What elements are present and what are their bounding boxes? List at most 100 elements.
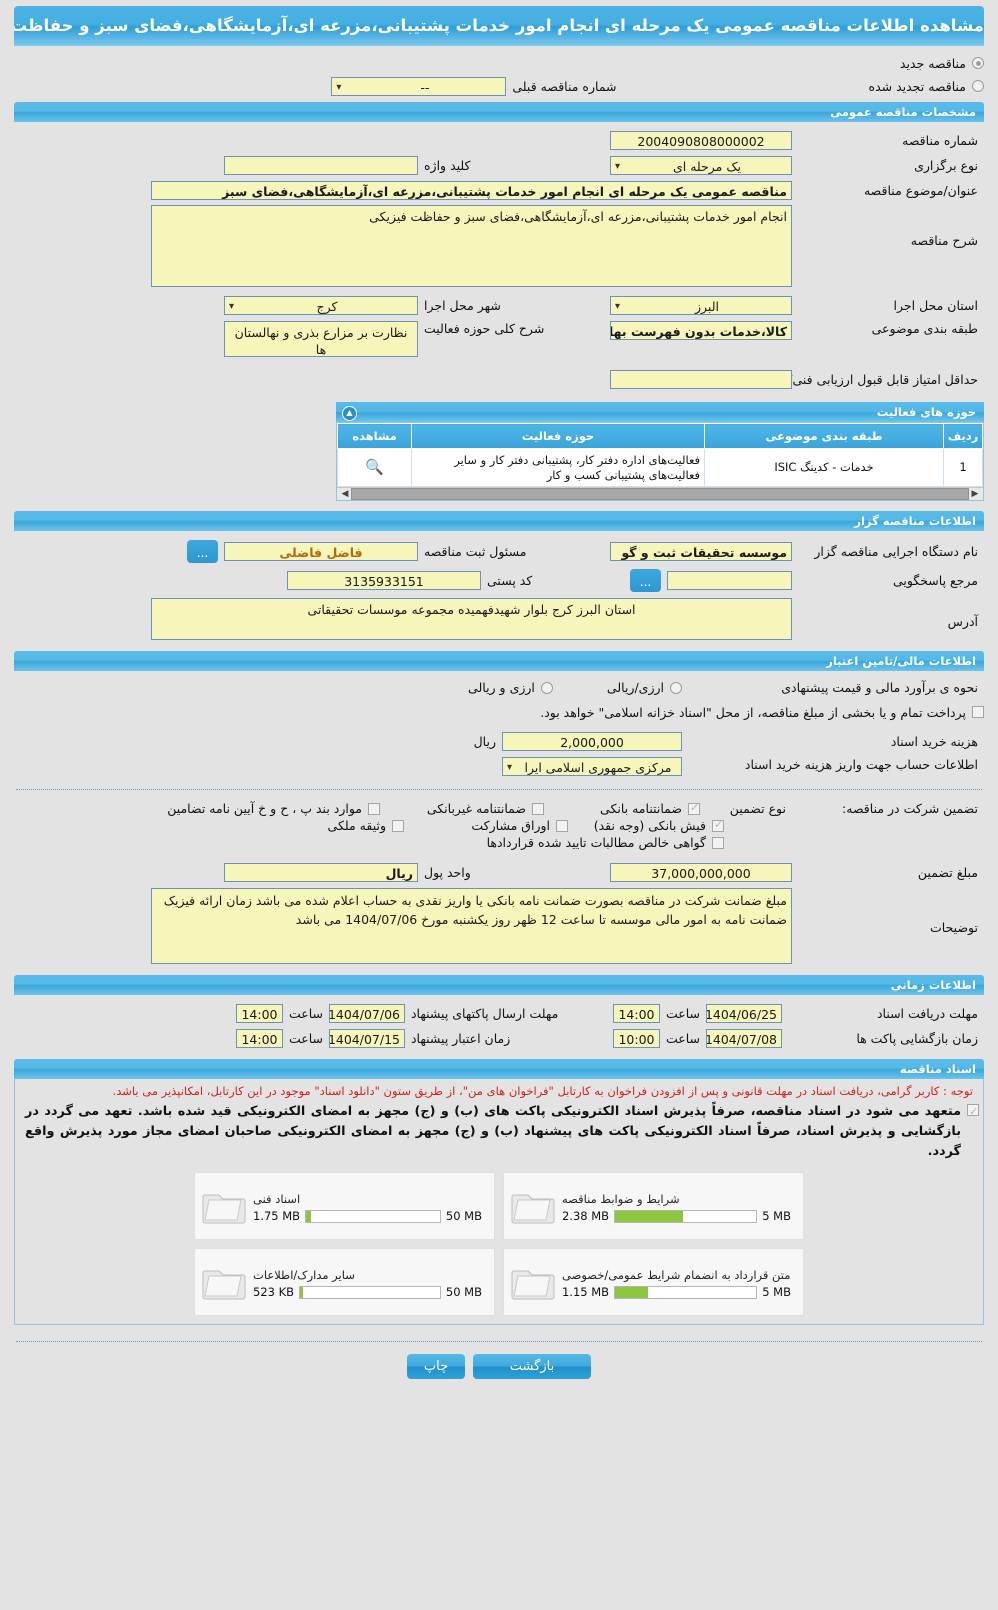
- attachment-card[interactable]: متن قرارداد به انضمام شرایط عمومی/خصوصی …: [503, 1248, 804, 1316]
- table-row[interactable]: 1 خدمات - کدینگ ISIC فعالیت‌های اداره دف…: [337, 448, 983, 487]
- guarantee-amount-field[interactable]: 37,000,000,000: [610, 863, 792, 882]
- doc-receive-deadline-date[interactable]: 1404/06/25: [706, 1004, 782, 1023]
- doc-receive-time-label: ساعت: [665, 1006, 700, 1021]
- activity-areas-table-wrap: ردیف طبقه بندی موضوعی حوزه فعالیت مشاهده…: [336, 422, 984, 501]
- scroll-thumb[interactable]: [351, 488, 969, 500]
- subject-field[interactable]: مناقصه عمومی یک مرحله ای انجام امور خدما…: [151, 181, 792, 200]
- proposal-validity-time-label: ساعت: [288, 1031, 323, 1046]
- account-select[interactable]: مرکزی جمهوری اسلامی ایرا: [502, 757, 682, 776]
- attachment-card[interactable]: سایر مدارک/اطلاعات 50 MB 523 KB: [194, 1248, 495, 1316]
- guarantee-block: تضمین شرکت در مناقصه: نوع تضمین ضمانتنام…: [14, 798, 984, 853]
- scroll-left-arrow-icon[interactable]: ◀: [341, 489, 349, 499]
- envelope-open-time[interactable]: 10:00: [612, 1029, 660, 1048]
- footer-buttons: بازگشت چاپ: [0, 1354, 998, 1379]
- checkbox-net-claims-certificate[interactable]: [712, 836, 724, 849]
- checkbox-regulation-items[interactable]: [368, 802, 380, 815]
- radio-new-tender[interactable]: [972, 57, 984, 69]
- collapse-icon[interactable]: ▲: [342, 406, 357, 421]
- account-label: اطلاعات حساب جهت واریز هزینه خرید اسناد: [744, 757, 978, 772]
- col-activity: حوزه فعالیت: [411, 423, 705, 449]
- envelope-submit-deadline-time[interactable]: 14:00: [235, 1004, 283, 1023]
- radio-renewed-tender[interactable]: [972, 80, 984, 92]
- attachment-used: 1.75 MB: [253, 1209, 301, 1223]
- attachment-meter-row: 5 MB 1.15 MB: [562, 1285, 791, 1299]
- proposal-validity-date[interactable]: 1404/07/15: [328, 1029, 405, 1048]
- magnifier-icon[interactable]: 🔍: [365, 457, 384, 476]
- currency-field[interactable]: ریال: [224, 863, 418, 882]
- table-horizontal-scrollbar[interactable]: ▶ ◀: [337, 487, 983, 500]
- scroll-right-arrow-icon[interactable]: ▶: [971, 489, 979, 499]
- agency-browse-button[interactable]: ...: [187, 540, 218, 563]
- radio-currency-rial-label: ارزی و ریالی: [468, 680, 535, 695]
- radio-renewed-tender-label: مناقصه تجدید شده: [868, 78, 966, 94]
- section-timing-body: مهلت دریافت اسناد 1404/06/25 ساعت 14:00 …: [14, 995, 984, 1055]
- activity-areas-header: حوزه های فعالیت ▲: [336, 402, 984, 422]
- attachment-card[interactable]: اسناد فنی 50 MB 1.75 MB: [194, 1172, 495, 1240]
- checkbox-bank-receipt[interactable]: [712, 818, 724, 832]
- tender-view-page: مشاهده اطلاعات مناقصه عمومی یک مرحله ای …: [0, 6, 998, 1379]
- radio-rial[interactable]: [670, 681, 682, 694]
- treasury-checkbox[interactable]: [972, 706, 984, 718]
- attachment-title: شرایط و ضوابط مناقصه: [562, 1192, 680, 1206]
- activity-summary-textarea[interactable]: نظارت بر مزارع بذری و نهالستان ها: [224, 321, 418, 357]
- print-button[interactable]: چاپ: [407, 1354, 465, 1379]
- checkbox-participation-bonds-label: اوراق مشارکت: [471, 818, 550, 833]
- tender-number-field[interactable]: 2004090808000002: [610, 131, 792, 150]
- postal-code-field[interactable]: 3135933151: [287, 571, 481, 590]
- holding-type-select[interactable]: یک مرحله ای: [610, 156, 792, 175]
- contact-field[interactable]: [667, 571, 792, 590]
- envelope-open-date[interactable]: 1404/07/08: [706, 1029, 782, 1048]
- doc-cost-field[interactable]: 2,000,000: [502, 732, 682, 751]
- folder-icon: [510, 1262, 556, 1302]
- attachment-body: اسناد فنی 50 MB 1.75 MB: [247, 1189, 488, 1223]
- section-general-header: مشخصات مناقصه عمومی: [14, 102, 984, 122]
- cell-index: 1: [943, 448, 983, 487]
- attachment-card[interactable]: شرایط و ضوابط مناقصه 5 MB 2.38 MB: [503, 1172, 804, 1240]
- agency-label: نام دستگاه اجرایی مناقصه گزار: [814, 544, 978, 559]
- tender-type-block: مناقصه جدید مناقصه تجدید شده شماره مناقص…: [14, 46, 984, 102]
- checkbox-nonbank-guarantee[interactable]: [532, 802, 544, 815]
- envelope-submit-deadline-date[interactable]: 1404/07/06: [328, 1004, 405, 1023]
- proposal-validity-time[interactable]: 14:00: [235, 1029, 283, 1048]
- cell-classification: خدمات - کدینگ ISIC: [704, 448, 944, 487]
- city-select[interactable]: کرج: [224, 296, 418, 315]
- commitment-checkbox[interactable]: [967, 1102, 979, 1122]
- guarantee-notes-textarea[interactable]: مبلغ ضمانت شرکت در مناقصه بصورت ضمانت نا…: [151, 888, 792, 964]
- min-score-field[interactable]: [610, 370, 792, 389]
- address-textarea[interactable]: استان البرز کرج بلوار شهیدفهمیده مجموعه …: [151, 598, 792, 640]
- classification-field[interactable]: کالا،خدمات بدون فهرست بها: [610, 321, 792, 340]
- activity-areas-title: حوزه های فعالیت: [876, 405, 976, 419]
- checkbox-property-collateral[interactable]: [392, 819, 404, 832]
- back-button[interactable]: بازگشت: [473, 1354, 591, 1379]
- cell-view[interactable]: 🔍: [337, 448, 412, 487]
- activity-areas-panel: حوزه های فعالیت ▲ ردیف طبقه بندی موضوعی …: [336, 402, 984, 501]
- attachment-used: 1.15 MB: [562, 1285, 610, 1299]
- attachment-meter-row: 50 MB 1.75 MB: [253, 1209, 482, 1223]
- section-financial-header: اطلاعات مالی/تامین اعتبار: [14, 651, 984, 671]
- city-label: شهر محل اجرا: [424, 298, 501, 313]
- checkbox-bank-guarantee[interactable]: [688, 801, 700, 815]
- attachment-max: 5 MB: [762, 1209, 791, 1223]
- holding-type-label: نوع برگزاری: [914, 158, 978, 173]
- attachment-meter: [305, 1209, 441, 1223]
- checkbox-regulation-items-label: موارد بند پ ، ح و خ آیین نامه تضامین: [167, 801, 362, 816]
- keyword-field[interactable]: [224, 156, 418, 175]
- description-textarea[interactable]: انجام امور خدمات پشتیبانی،مزرعه ای،آزمای…: [151, 205, 792, 287]
- contact-browse-button[interactable]: ...: [630, 569, 661, 592]
- checkbox-participation-bonds[interactable]: [556, 819, 568, 832]
- agency-field[interactable]: موسسه تحقیقات ثبت و گو: [610, 542, 792, 561]
- doc-receive-deadline-time[interactable]: 14:00: [612, 1004, 660, 1023]
- attachment-body: سایر مدارک/اطلاعات 50 MB 523 KB: [247, 1265, 488, 1299]
- radio-currency-rial[interactable]: [540, 681, 553, 694]
- activity-summary-label: شرح کلی حوزه فعالیت: [424, 321, 545, 336]
- section-financial-body: نحوه ی برآورد مالی و قیمت پیشنهادی ارزی/…: [14, 671, 984, 969]
- guarantee-type-label: نوع تضمین: [729, 801, 786, 816]
- envelope-open-time-label: ساعت: [665, 1031, 700, 1046]
- divider-guarantee-top: [16, 789, 982, 790]
- registrar-field[interactable]: فاضل فاضلی: [224, 542, 418, 561]
- doc-cost-label: هزینه خرید اسناد: [890, 734, 978, 749]
- documents-commitment-text: متعهد می شود در اسناد مناقصه، صرفاً پذیر…: [25, 1104, 961, 1159]
- proposal-validity-label: زمان اعتبار پیشنهاد: [410, 1031, 511, 1046]
- previous-tender-number-select[interactable]: --: [331, 76, 507, 96]
- province-select[interactable]: البرز: [610, 296, 792, 315]
